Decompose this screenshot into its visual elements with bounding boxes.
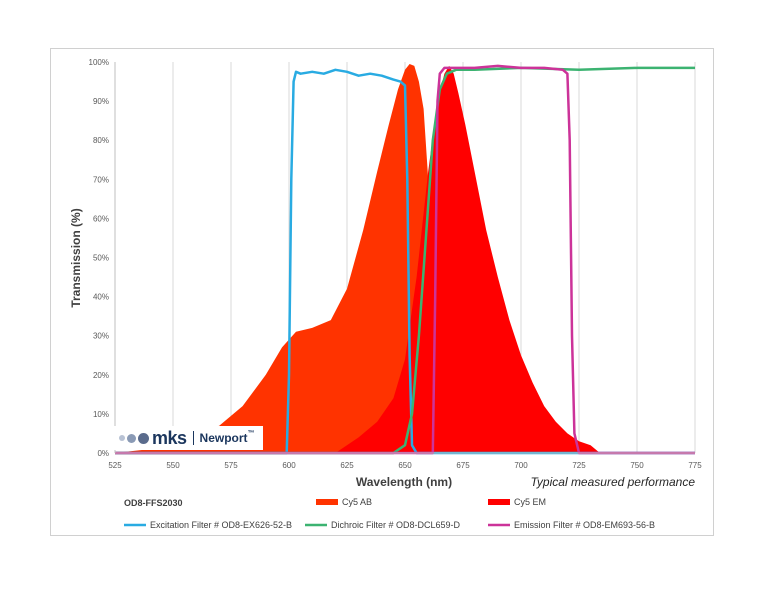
x-tick-label: 575 (224, 461, 238, 470)
logo-trademark: ™ (247, 430, 255, 437)
y-tick-label: 50% (93, 254, 109, 263)
y-tick-label: 10% (93, 410, 109, 419)
legend-title: OD8-FFS2030 (124, 498, 183, 508)
series-cy5-ab (115, 64, 443, 453)
performance-note: Typical measured performance (530, 475, 695, 489)
y-tick-label: 70% (93, 175, 109, 184)
legend-item-dichroic-filter-od8-dcl659-d: Dichroic Filter # OD8-DCL659-D (305, 520, 461, 530)
mks-newport-logo: mks Newport ™ (113, 426, 263, 450)
legend-label: Cy5 EM (514, 497, 546, 507)
series-emission-filter-od8-em693-56-b (115, 64, 695, 455)
x-axis-title: Wavelength (nm) (356, 475, 452, 489)
legend-label: Cy5 AB (342, 497, 372, 507)
y-tick-label: 100% (89, 58, 109, 67)
x-tick-label: 675 (456, 461, 470, 470)
y-tick-label: 0% (97, 449, 109, 458)
y-tick-label: 60% (93, 214, 109, 223)
logo-brand: mks (152, 427, 187, 448)
x-tick-label: 750 (630, 461, 644, 470)
line-series (115, 64, 695, 455)
x-tick-label: 525 (108, 461, 122, 470)
y-axis-title: Transmission (%) (69, 208, 83, 307)
y-tick-label: 90% (93, 97, 109, 106)
legend-item-cy5-em: Cy5 EM (488, 497, 546, 507)
logo-separator (192, 431, 194, 445)
x-tick-label: 775 (688, 461, 702, 470)
area-series (115, 64, 600, 454)
y-tick-label: 30% (93, 332, 109, 341)
series-cy5-em (335, 65, 600, 454)
legend-swatch (316, 499, 338, 505)
y-tick-label: 80% (93, 136, 109, 145)
x-tick-label: 550 (166, 461, 180, 470)
x-tick-labels: 525 550 575 600 625 650 675 700 725 750 775 (108, 461, 702, 470)
chart-frame (50, 48, 714, 536)
logo-sub: Newport (199, 431, 248, 445)
series-excitation-filter-od8-ex626-52-b (115, 68, 695, 455)
y-tick-labels: 0% 10% 20% 30% 40% 50% 60% 70% 80% 90% 100% (89, 58, 109, 458)
y-tick-label: 20% (93, 371, 109, 380)
legend-item-cy5-ab: Cy5 AB (316, 497, 372, 507)
x-tick-label: 725 (572, 461, 586, 470)
legend-item-excitation-filter-od8-ex626-52-b: Excitation Filter # OD8-EX626-52-B (124, 520, 292, 530)
legend-label: Excitation Filter # OD8-EX626-52-B (150, 520, 292, 530)
legend: Cy5 AB Cy5 EM Excitation Filter # OD8-EX62… (124, 497, 655, 530)
axes (114, 62, 695, 454)
x-tick-label: 700 (514, 461, 528, 470)
y-tick-label: 40% (93, 293, 109, 302)
legend-label: Dichroic Filter # OD8-DCL659-D (331, 520, 461, 530)
x-tick-label: 625 (340, 461, 354, 470)
legend-label: Emission Filter # OD8-EM693-56-B (514, 520, 655, 530)
logo-dots-icon (119, 432, 151, 444)
x-tick-label: 600 (282, 461, 296, 470)
legend-item-emission-filter-od8-em693-56-b: Emission Filter # OD8-EM693-56-B (488, 520, 655, 530)
x-tick-label: 650 (398, 461, 412, 470)
legend-swatch (488, 499, 510, 505)
